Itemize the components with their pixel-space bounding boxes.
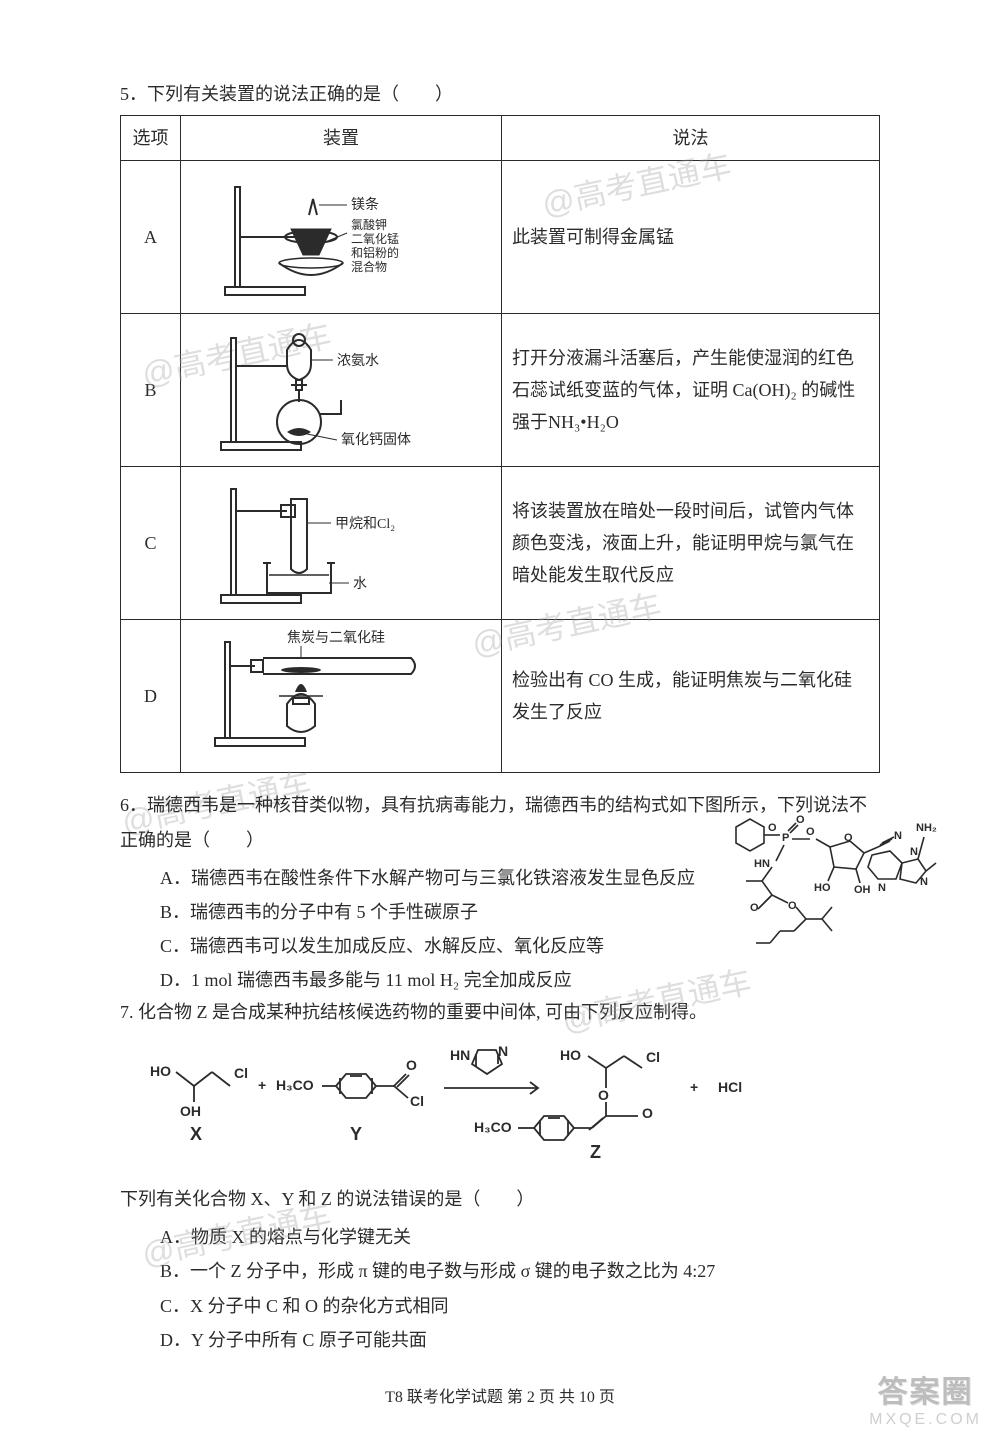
svg-text:Cl: Cl	[646, 1049, 660, 1065]
svg-text:O: O	[406, 1057, 417, 1073]
desc-cell: 检验出有 CO 生成，能证明焦炭与二氧化硅发生了反应	[502, 620, 880, 773]
svg-text:HN: HN	[450, 1047, 470, 1063]
table-header-row: 选项 装置 说法	[121, 115, 880, 160]
q7-opt-b: B．一个 Z 分子中，形成 π 键的电子数与形成 σ 键的电子数之比为 4:27	[160, 1254, 880, 1288]
desc-cell: 将该装置放在暗处一段时间后，试管内气体颜色变浅，液面上升，能证明甲烷与氯气在暗处…	[502, 467, 880, 620]
svg-text:N: N	[878, 882, 886, 894]
svg-text:HCl: HCl	[718, 1079, 742, 1095]
corner-badge-title: 答案圈	[869, 1367, 982, 1411]
svg-text:N: N	[498, 1043, 508, 1059]
label-cao: 氧化钙固体	[341, 432, 411, 448]
table-row: D 焦炭与	[121, 620, 880, 773]
label-ammonia: 浓氨水	[337, 353, 379, 369]
col-header-option: 选项	[121, 115, 181, 160]
corner-badge-url: MXQE.COM	[869, 1411, 982, 1429]
svg-text:N: N	[920, 876, 928, 888]
svg-text:X: X	[190, 1124, 202, 1144]
svg-text:HO: HO	[560, 1047, 581, 1063]
svg-text:Cl: Cl	[234, 1065, 248, 1081]
option-cell: B	[121, 314, 181, 467]
label-mixture: 氯酸钾	[351, 217, 387, 232]
svg-text:Y: Y	[350, 1124, 362, 1144]
q7-question: 下列有关化合物 X、Y 和 Z 的说法错误的是（ ）	[120, 1185, 880, 1214]
svg-text:H₃CO: H₃CO	[276, 1077, 314, 1093]
svg-text:H₃CO: H₃CO	[474, 1119, 512, 1135]
label-mixture2: 二氧化锰	[351, 231, 399, 246]
remdesivir-svg: O P O O O	[710, 811, 940, 966]
q7-options: A．物质 X 的熔点与化学键无关 B．一个 Z 分子中，形成 π 键的电子数与形…	[120, 1220, 880, 1357]
svg-text:O: O	[806, 826, 815, 838]
q5-table: 选项 装置 说法 A	[120, 115, 880, 773]
svg-text:O: O	[598, 1087, 609, 1103]
svg-text:P: P	[782, 832, 789, 844]
apparatus-a-svg: 镁条 氯酸钾 二氧化锰 和铝粉的 混合物	[191, 167, 491, 307]
col-header-description: 说法	[502, 115, 880, 160]
q7-intro: 7. 化合物 Z 是合成某种抗结核候选药物的重要中间体, 可由下列反应制得。	[120, 998, 880, 1027]
q7-opt-a: A．物质 X 的熔点与化学键无关	[160, 1220, 880, 1254]
apparatus-d-svg: 焦炭与二氧化硅	[191, 626, 491, 756]
q7-reaction: HO Cl OH X + H₃CO	[150, 1036, 880, 1171]
reaction-svg: HO Cl OH X + H₃CO	[150, 1036, 910, 1166]
col-header-apparatus: 装置	[181, 115, 502, 160]
q7-opt-c: C．X 分子中 C 和 O 的杂化方式相同	[160, 1289, 880, 1323]
option-cell: D	[121, 620, 181, 773]
svg-text:NH₂: NH₂	[916, 822, 937, 834]
svg-text:Z: Z	[590, 1142, 601, 1162]
svg-text:+: +	[690, 1079, 698, 1095]
apparatus-b: 浓氨水 氧化钙固体	[191, 320, 491, 460]
desc-cell: 此装置可制得金属锰	[502, 161, 880, 314]
table-row: A 镁条	[121, 161, 880, 314]
apparatus-cell: 焦炭与二氧化硅	[181, 620, 502, 773]
svg-text:HN: HN	[754, 858, 770, 870]
svg-text:O: O	[750, 902, 759, 914]
desc-cell: 打开分液漏斗活塞后，产生能使湿润的红色石蕊试纸变蓝的气体，证明 Ca(OH)₂ …	[502, 314, 880, 467]
q7-opt-d: D．Y 分子中所有 C 原子可能共面	[160, 1323, 880, 1357]
q5-stem: 5．下列有关装置的说法正确的是（ ）	[120, 80, 880, 109]
svg-text:HO: HO	[814, 882, 831, 894]
svg-text:N: N	[910, 846, 918, 858]
q6-block: 6．瑞德西韦是一种核苷类似物，具有抗病毒能力，瑞德西韦的结构式如下图所示，下列说…	[120, 791, 880, 997]
label-water: 水	[353, 576, 367, 592]
svg-text:O: O	[844, 832, 853, 844]
table-row: B 浓氨水	[121, 314, 880, 467]
apparatus-cell: 甲烷和Cl₂ 水	[181, 467, 502, 620]
page-footer: T8 联考化学试题 第 2 页 共 10 页	[120, 1383, 880, 1407]
svg-text:Cl: Cl	[410, 1093, 424, 1109]
page-root: @高考直通车 @高考直通车 @高考直通车 @高考直通车 @高考直通车 @高考直通…	[0, 0, 1000, 1447]
svg-text:O: O	[642, 1105, 653, 1121]
svg-text:HO: HO	[150, 1063, 171, 1079]
svg-text:O: O	[788, 900, 797, 912]
option-cell: A	[121, 161, 181, 314]
label-ch4cl2: 甲烷和Cl₂	[335, 516, 395, 532]
corner-badge: 答案圈 MXQE.COM	[869, 1367, 982, 1429]
apparatus-cell: 镁条 氯酸钾 二氧化锰 和铝粉的 混合物	[181, 161, 502, 314]
apparatus-d: 焦炭与二氧化硅	[191, 626, 491, 766]
svg-text:O: O	[796, 814, 805, 826]
label-mixture3: 和铝粉的	[351, 245, 399, 260]
apparatus-a: 镁条 氯酸钾 二氧化锰 和铝粉的 混合物	[191, 167, 491, 307]
apparatus-b-svg: 浓氨水 氧化钙固体	[191, 320, 491, 460]
apparatus-c: 甲烷和Cl₂ 水	[191, 473, 491, 613]
option-cell: C	[121, 467, 181, 620]
q6-structure: O P O O O	[710, 811, 940, 971]
svg-text:OH: OH	[180, 1103, 201, 1119]
label-coke-sio2: 焦炭与二氧化硅	[287, 630, 385, 646]
label-mg-ribbon: 镁条	[351, 196, 379, 213]
svg-text:O: O	[768, 822, 777, 834]
svg-text:N: N	[894, 830, 902, 842]
table-row: C 甲烷和Cl₂	[121, 467, 880, 620]
svg-text:OH: OH	[854, 884, 871, 896]
apparatus-cell: 浓氨水 氧化钙固体	[181, 314, 502, 467]
svg-text:+: +	[258, 1077, 266, 1093]
label-mixture4: 混合物	[351, 259, 387, 274]
apparatus-c-svg: 甲烷和Cl₂ 水	[191, 473, 491, 613]
